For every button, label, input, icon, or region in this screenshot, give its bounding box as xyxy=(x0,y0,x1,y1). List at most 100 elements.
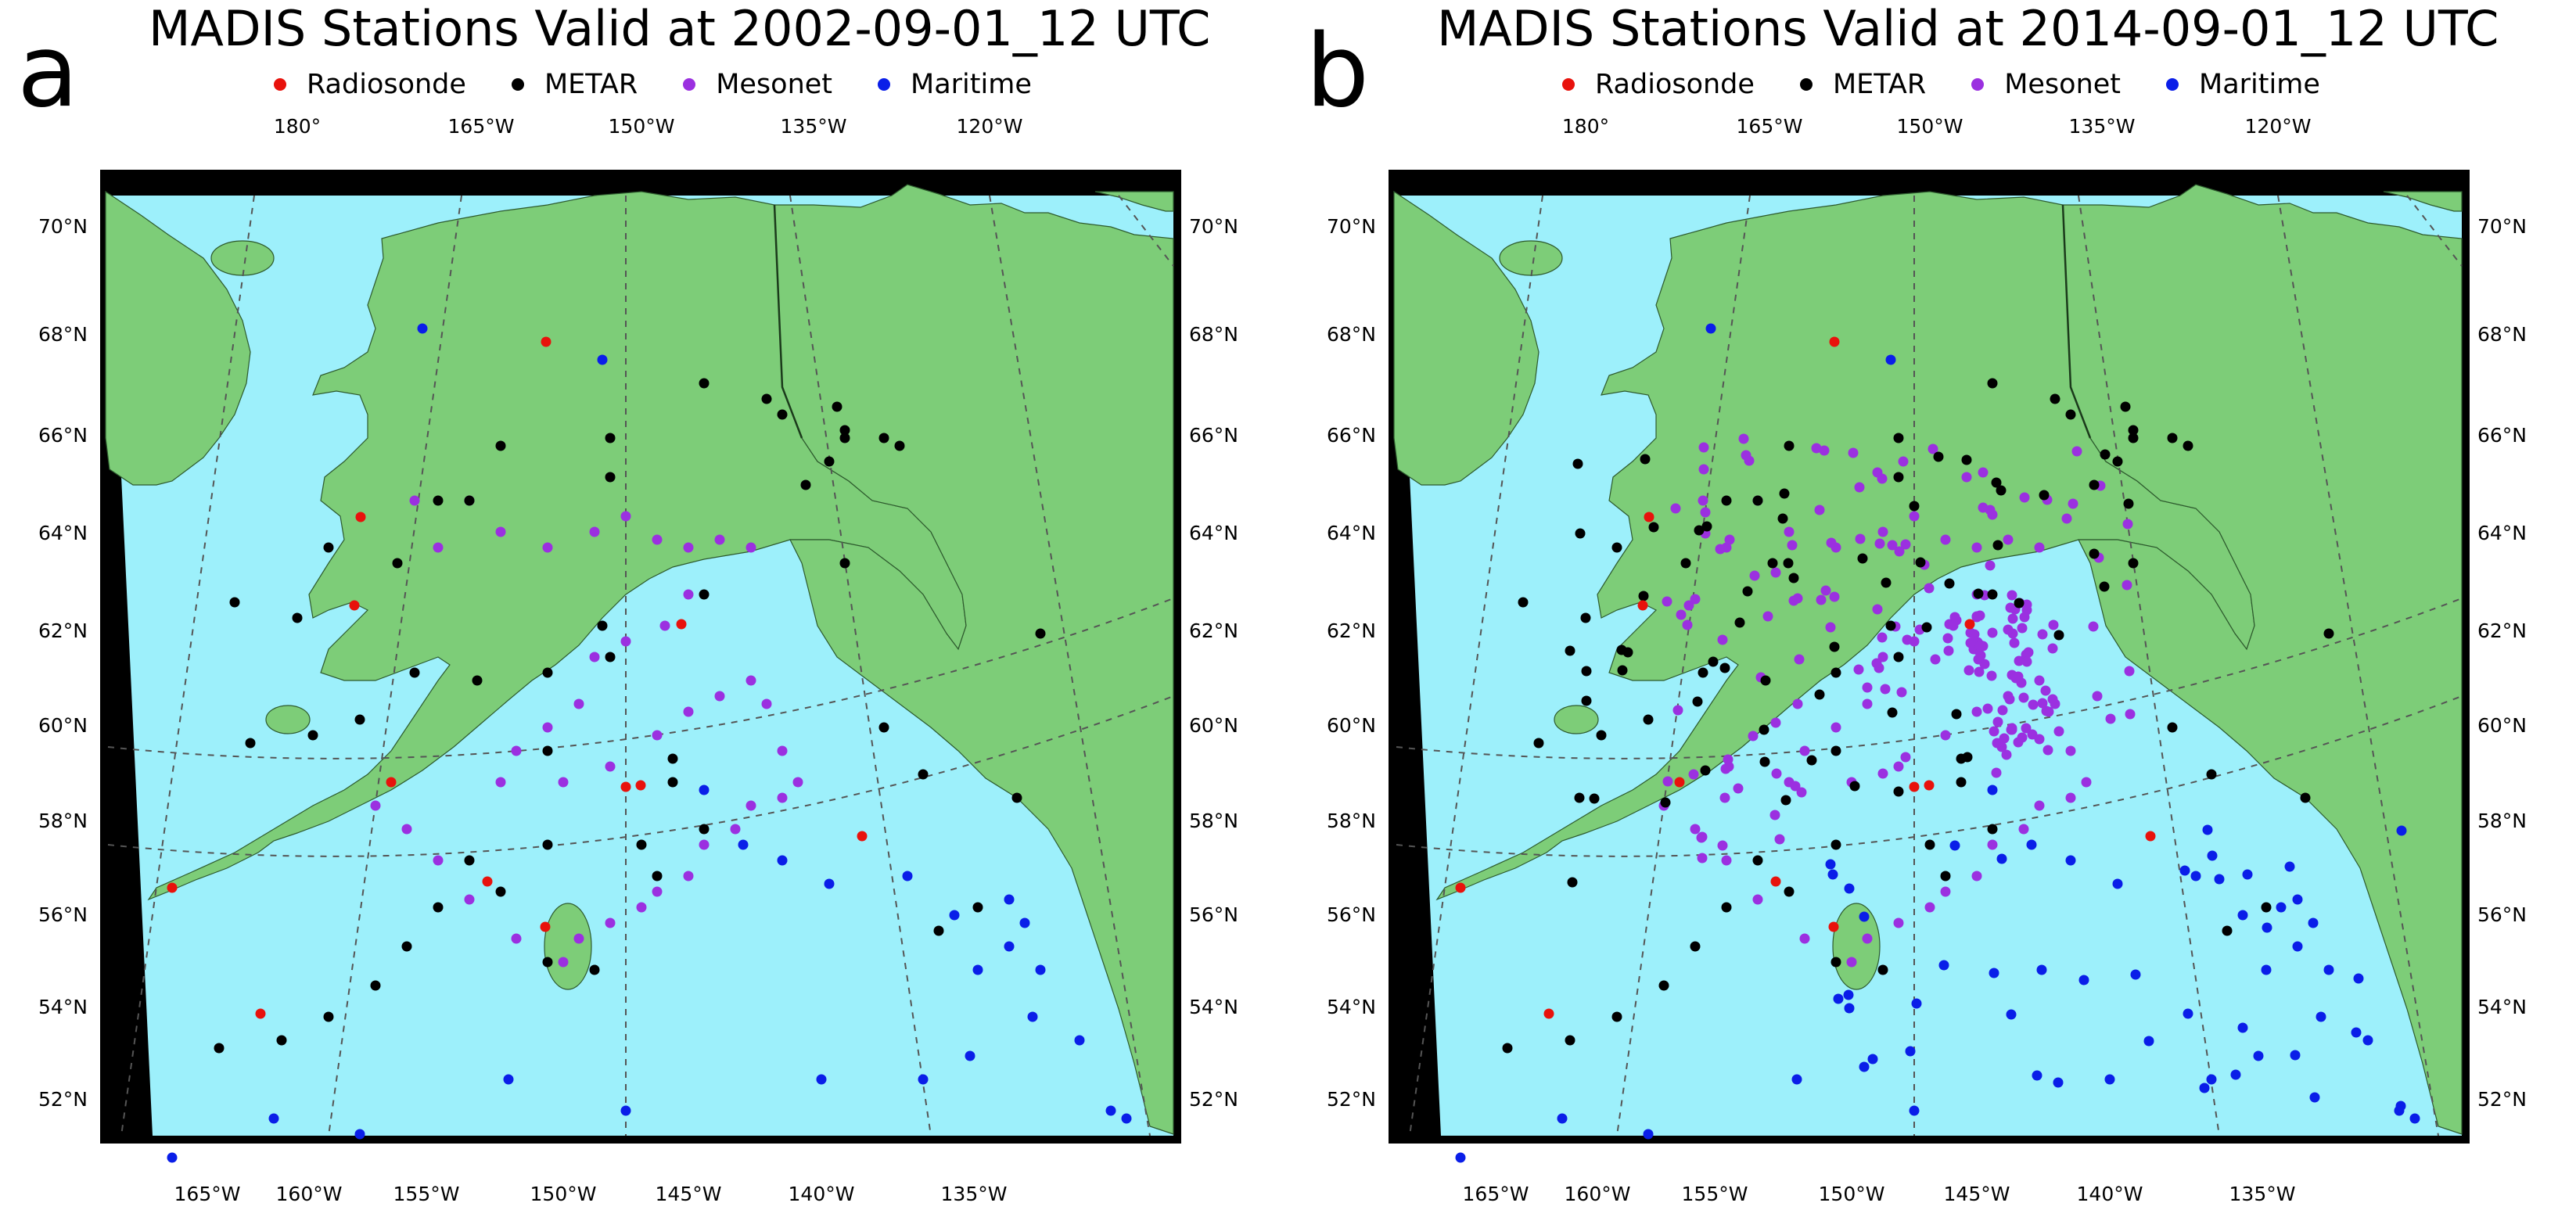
mesonet-marker-icon xyxy=(683,78,696,91)
mesonet-station xyxy=(1862,698,1873,709)
metar-station xyxy=(1617,665,1628,676)
maritime-station xyxy=(738,839,749,850)
metar-station xyxy=(824,456,835,467)
mesonet-station xyxy=(1690,594,1701,605)
mesonet-station xyxy=(777,745,788,756)
metar-station xyxy=(495,886,506,897)
mesonet-station xyxy=(2021,599,2032,610)
meridian-line xyxy=(2406,195,2463,267)
legend-radiosonde: Radiosonde xyxy=(1562,69,1755,100)
left-lat-label: 68°N xyxy=(38,323,88,346)
metar-station xyxy=(2089,548,2100,559)
maritime-station xyxy=(1027,1011,1038,1022)
metar-station xyxy=(839,425,850,436)
metar-station xyxy=(1857,553,1868,564)
metar-station xyxy=(1658,980,1669,991)
metar-station xyxy=(1877,964,1888,975)
maritime-station xyxy=(1705,323,1716,334)
maritime-station xyxy=(2253,1050,2264,1061)
mesonet-station xyxy=(1969,629,1980,640)
right-lat-label: 70°N xyxy=(1189,215,1238,238)
maritime-station xyxy=(268,1113,279,1124)
mesonet-station xyxy=(1741,450,1751,461)
mesonet-station xyxy=(1987,839,1998,850)
metar-station xyxy=(2039,490,2050,501)
mesonet-station xyxy=(1819,445,1830,456)
metar-station xyxy=(1788,573,1799,583)
metar-station xyxy=(878,722,889,733)
metar-station xyxy=(2050,393,2060,404)
metar-station xyxy=(1680,558,1691,569)
metar-station xyxy=(1698,667,1708,678)
metar-station xyxy=(2167,433,2178,443)
metar-station xyxy=(542,957,553,968)
mesonet-station xyxy=(558,957,569,968)
mesonet-station xyxy=(2122,580,2132,591)
mesonet-station xyxy=(1902,634,1913,645)
maritime-station xyxy=(2036,964,2047,975)
mesonet-station xyxy=(792,777,803,788)
mesonet-station xyxy=(1943,645,1954,656)
mesonet-station xyxy=(2003,624,2014,635)
mesonet-station xyxy=(1749,570,1760,581)
mesonet-station xyxy=(2047,643,2058,654)
mesonet-station xyxy=(652,730,663,741)
radiosonde-station xyxy=(386,777,397,788)
metar-station xyxy=(1987,824,1998,835)
maritime-station xyxy=(597,354,608,365)
maritime-station xyxy=(1949,840,1960,851)
left-lat-label: 64°N xyxy=(1327,522,1376,544)
mesonet-station xyxy=(433,855,444,866)
landmass xyxy=(1393,184,2463,1135)
maritime-marker-icon xyxy=(878,78,891,91)
nunivak-island xyxy=(265,705,311,734)
metar-station xyxy=(1909,501,1920,512)
metar-station xyxy=(1973,588,1984,599)
mesonet-station xyxy=(1997,705,2008,716)
mesonet-station xyxy=(1974,641,1985,652)
metar-station xyxy=(1700,765,1711,776)
mesonet-station xyxy=(1949,612,1960,623)
legend: Radiosonde METAR Mesonet Maritime xyxy=(1562,69,2320,100)
mesonet-station xyxy=(652,886,663,897)
metar-station xyxy=(1011,792,1022,803)
metar-station xyxy=(800,479,811,490)
metar-station xyxy=(1760,675,1771,686)
mesonet-station xyxy=(573,698,584,709)
metar-station xyxy=(1533,738,1544,749)
metar-station xyxy=(636,839,647,850)
metar-station xyxy=(1565,645,1575,656)
maritime-station xyxy=(2362,1035,2373,1046)
mesonet-station xyxy=(1733,783,1744,794)
bottom-lon-label: 165°W xyxy=(174,1183,241,1205)
mesonet-station xyxy=(495,526,506,537)
mesonet-station xyxy=(1940,886,1951,897)
right-lat-label: 56°N xyxy=(1189,903,1238,926)
maritime-station xyxy=(1004,941,1015,952)
mesonet-station xyxy=(1672,705,1683,716)
left-lat-labels: 70°N 68°N 66°N 64°N 62°N 60°N 58°N 56°N 54°N 52°N xyxy=(38,215,88,1111)
maritime-station xyxy=(777,855,788,866)
mesonet-station xyxy=(2042,745,2053,756)
metar-station xyxy=(1708,656,1719,667)
left-lat-label: 54°N xyxy=(38,996,88,1018)
parallel-line xyxy=(107,598,1174,759)
metar-station xyxy=(1581,695,1592,706)
metar-station xyxy=(699,824,710,835)
mesonet-station xyxy=(1814,504,1825,515)
metar-station xyxy=(699,589,710,600)
graticule xyxy=(107,195,1174,1136)
right-lat-label: 60°N xyxy=(2477,714,2527,737)
mesonet-station xyxy=(1784,526,1795,537)
right-lat-labels: 70°N 68°N 66°N 64°N 62°N 60°N 58°N 56°N 54°N 52°N xyxy=(1189,215,1238,1111)
border-line xyxy=(2061,204,2092,439)
mesonet-station xyxy=(2105,713,2116,724)
radiosonde-station xyxy=(1909,781,1920,792)
maritime-station xyxy=(1557,1113,1568,1124)
left-lat-label: 64°N xyxy=(38,522,88,544)
mesonet-station xyxy=(2124,666,2135,677)
radiosonde-station xyxy=(167,882,178,893)
mesonet-station xyxy=(745,800,756,811)
mesonet-station xyxy=(1848,447,1859,458)
arctic-island xyxy=(2383,191,2463,212)
